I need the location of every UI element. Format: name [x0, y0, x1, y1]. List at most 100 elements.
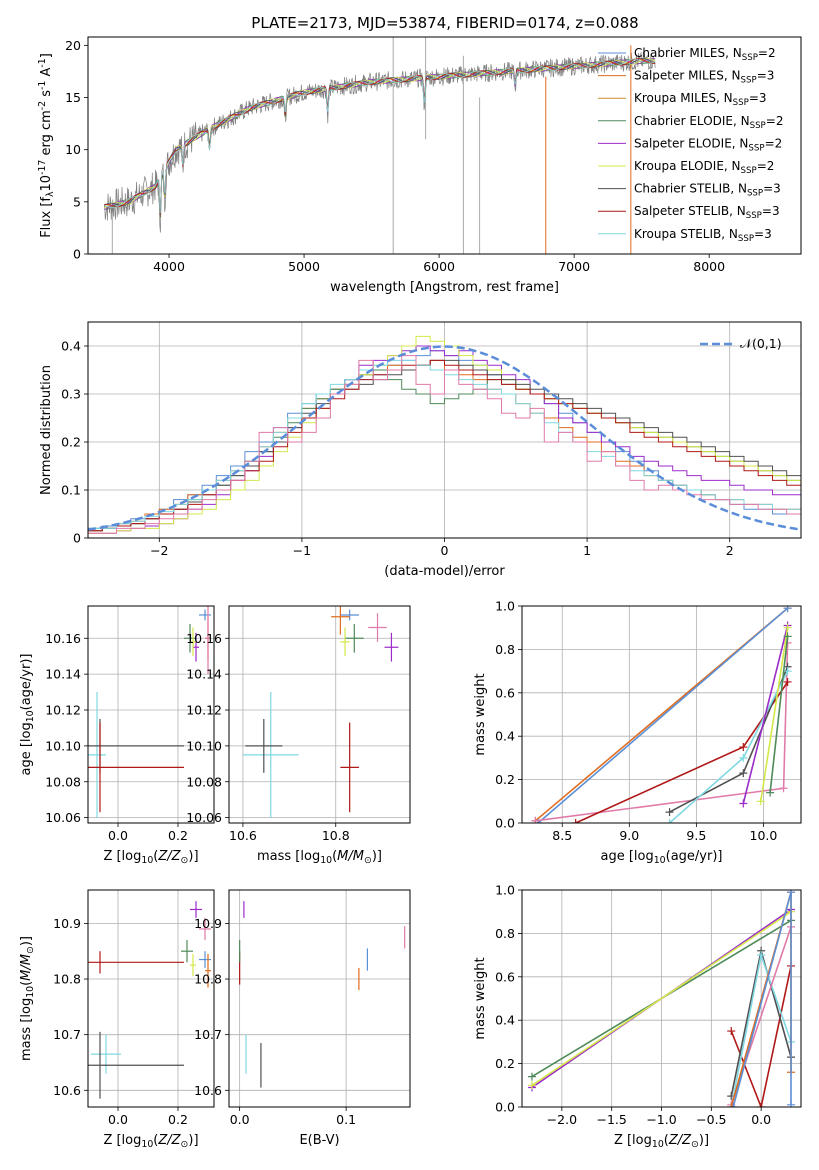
mass-weight-marker — [783, 623, 792, 632]
model-spectrum-line — [104, 58, 656, 217]
legend-label: Kroupa ELODIE, NSSP​=2 — [634, 159, 774, 176]
data-point — [190, 627, 196, 657]
x-axis-label: Z [log10​(Z/Z⊙​)] — [103, 849, 198, 866]
y-tick-label: 10.12 — [186, 703, 222, 718]
y-tick-label: 0.2 — [495, 772, 515, 787]
panel-weight_vs_age: 8.5 9.0 9.5 10.0 0.0 0.2 0.4 0.6 0.8 1.0 age [log1… — [473, 599, 802, 866]
plot-area — [229, 606, 410, 823]
model-spectrum-line — [104, 58, 656, 214]
legend: Chabrier MILES, NSSP​=2 Salpeter MILES, N… — [598, 46, 783, 244]
x-tick-label: 1 — [583, 543, 591, 558]
x-tick-label: 10.8 — [322, 828, 350, 843]
y-axis-label: mass weight — [473, 673, 488, 755]
panel-age_vs_Z: 0.0 0.2 10.06 10.08 10.10 10.12 10.14 10.16 Z [l… — [19, 605, 215, 866]
x-tick-label: 0 — [441, 543, 449, 558]
data-point — [88, 951, 184, 974]
data-point — [199, 609, 211, 621]
mass-weight-marker — [756, 797, 765, 806]
y-tick-label: 0.2 — [61, 435, 81, 450]
plot-area — [229, 890, 410, 1107]
y-tick-label: 10.16 — [186, 631, 222, 646]
data-point — [91, 1034, 121, 1074]
axes-frame — [228, 889, 411, 1108]
mass-weight-marker — [757, 1103, 766, 1107]
mass-weight-marker — [739, 753, 748, 762]
y-tick-label: 0.8 — [495, 926, 515, 941]
legend-label: Kroupa STELIB, NSSP​=3 — [634, 227, 772, 244]
panel-mass_vs_Z: 0.0 0.2 10.6 10.7 10.8 10.9 Z [log10​(Z/Z⊙​)] m… — [19, 889, 215, 1150]
x-tick-label: 0.0 — [230, 1112, 250, 1127]
y-tick-label: 10.8 — [53, 972, 81, 987]
y-tick-label: 0.2 — [495, 1056, 515, 1071]
model-spectrum-line — [103, 58, 656, 219]
y-tick-label: 0.1 — [61, 483, 81, 498]
data-point — [340, 627, 350, 657]
mass-weight-marker — [783, 606, 792, 613]
data-point — [88, 1031, 184, 1099]
y-tick-label: 0.3 — [61, 387, 81, 402]
y-tick-label: 10.6 — [53, 1083, 81, 1098]
data-point — [331, 606, 350, 635]
y-tick-label: 10.7 — [194, 1027, 222, 1042]
plot-area — [522, 606, 801, 823]
y-tick-label: 10.9 — [194, 916, 222, 931]
data-point — [190, 953, 196, 977]
y-axis-label: mass [log10​(M/M⊙​)] — [19, 936, 36, 1061]
data-point — [205, 606, 211, 675]
mass-weight-line — [742, 625, 789, 804]
mass-weight-marker — [783, 667, 792, 676]
axes-frame — [521, 889, 802, 1108]
y-tick-label: 5 — [73, 194, 81, 209]
y-tick-label: 0.4 — [495, 729, 515, 744]
figure-title: PLATE=2173, MJD=53874, FIBERID=0174, z=0… — [251, 14, 638, 32]
mass-weight-marker — [783, 677, 792, 686]
x-tick-label: 7000 — [558, 259, 590, 274]
x-axis-label: (data-model)/error — [384, 564, 505, 579]
panel-residuals: −2 −1 0 1 2 0 0.1 0.2 0.3 0.4 (data-model)/error No… — [39, 321, 802, 579]
x-axis-label: E(B-V) — [299, 1133, 339, 1148]
mass-weight-marker — [531, 816, 540, 823]
x-tick-label: 10.0 — [750, 828, 778, 843]
axes-frame — [87, 321, 802, 539]
model-spectrum-line — [103, 58, 656, 218]
mass-weight-marker — [527, 1072, 536, 1081]
x-tick-label: 8.5 — [552, 828, 572, 843]
x-tick-label: 9.5 — [686, 828, 706, 843]
axes-frame — [521, 605, 802, 824]
mass-weight-marker — [783, 632, 792, 641]
data-point — [181, 940, 193, 963]
mass-weight-marker — [665, 808, 674, 817]
model-spectrum-line — [104, 58, 656, 214]
data-point — [384, 632, 399, 662]
y-axis-label: age [log10​(age/yr)] — [19, 653, 36, 775]
data-point — [368, 613, 387, 642]
y-tick-label: 10.14 — [186, 667, 222, 682]
legend-label: Salpeter STELIB, NSSP​=3 — [634, 204, 780, 221]
mass-weight-marker — [739, 743, 748, 752]
legend-label: Salpeter ELODIE, NSSP​=2 — [634, 136, 782, 153]
plot-area — [522, 890, 801, 1107]
panel-mass_vs_ebv: 0.0 0.1 10.6 10.7 10.8 10.9 E(B-V) — [194, 889, 411, 1148]
legend-label: Chabrier MILES, NSSP​=2 — [634, 46, 776, 63]
y-tick-label: 0.0 — [495, 816, 515, 831]
legend-label: Chabrier STELIB, NSSP​=3 — [634, 182, 781, 199]
x-tick-label: 0.0 — [108, 828, 128, 843]
x-tick-label: 0.2 — [168, 1112, 188, 1127]
panel-weight_vs_Z: −2.0 −1.5 −1.0 −0.5 0.0 0.0 0.2 0.4 0.6 0.8 1.0 Z [… — [473, 883, 802, 1150]
mass-weight-line — [769, 636, 789, 793]
mass-weight-marker — [727, 1027, 736, 1036]
x-tick-label: −2 — [150, 543, 168, 558]
x-tick-label: 5000 — [288, 259, 320, 274]
data-point — [199, 917, 211, 941]
mass-weight-marker — [571, 819, 580, 823]
y-tick-label: 0.0 — [495, 1100, 515, 1115]
x-tick-label: 0.1 — [336, 1112, 356, 1127]
x-tick-label: 10.6 — [229, 828, 257, 843]
y-tick-label: 10.06 — [186, 810, 222, 825]
data-point — [88, 722, 184, 813]
observed-spectrum — [103, 51, 656, 233]
y-tick-label: 10.10 — [186, 738, 222, 753]
data-point — [205, 953, 211, 988]
plot-area — [88, 322, 801, 538]
